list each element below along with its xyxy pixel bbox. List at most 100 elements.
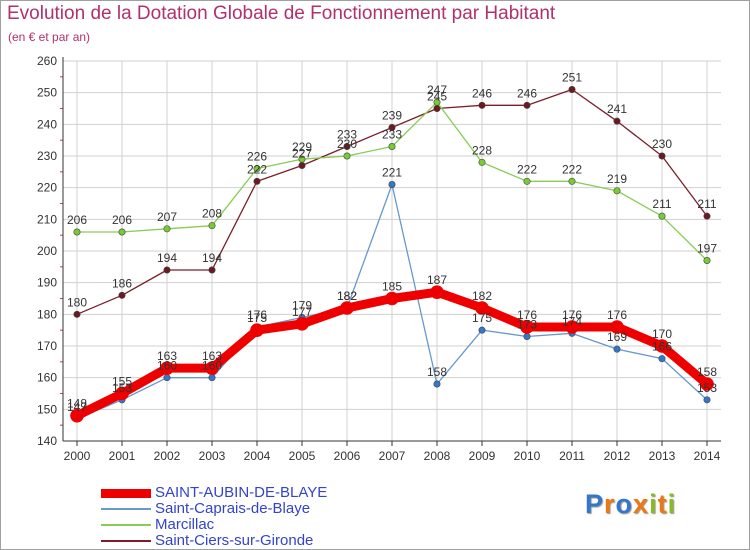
data-label-saint-caprais-de-blaye: 158 bbox=[427, 365, 447, 379]
data-label-marcillac: 208 bbox=[202, 207, 222, 221]
data-point-saint-ciers-sur-gironde bbox=[613, 117, 621, 125]
data-label-saint-aubin-de-blaye: 182 bbox=[472, 289, 492, 303]
data-point-saint-caprais-de-blaye bbox=[163, 374, 171, 382]
data-point-saint-aubin-de-blaye bbox=[520, 320, 534, 334]
data-point-saint-ciers-sur-gironde bbox=[163, 266, 171, 274]
legend-label: Saint-Ciers-sur-Gironde bbox=[155, 532, 314, 549]
data-point-marcillac bbox=[253, 165, 261, 173]
x-tick-label: 2003 bbox=[199, 449, 226, 463]
data-label-saint-ciers-sur-gironde: 246 bbox=[472, 86, 492, 100]
data-point-saint-ciers-sur-gironde bbox=[523, 101, 531, 109]
data-point-saint-aubin-de-blaye bbox=[115, 386, 129, 401]
y-tick-label: 170 bbox=[37, 339, 57, 353]
data-label-saint-ciers-sur-gironde: 227 bbox=[292, 147, 312, 161]
y-tick-label: 240 bbox=[37, 117, 57, 131]
x-tick-label: 2012 bbox=[604, 449, 631, 463]
data-label-marcillac: 219 bbox=[607, 172, 627, 186]
data-label-saint-ciers-sur-gironde: 211 bbox=[697, 197, 716, 211]
grid-layer bbox=[63, 60, 721, 442]
data-label-saint-ciers-sur-gironde: 180 bbox=[67, 295, 87, 309]
data-point-marcillac bbox=[208, 222, 216, 230]
data-label-saint-ciers-sur-gironde: 194 bbox=[157, 251, 177, 265]
data-point-saint-aubin-de-blaye bbox=[475, 301, 489, 315]
x-tick-label: 2009 bbox=[469, 449, 496, 463]
y-tick-label: 220 bbox=[37, 181, 57, 195]
data-point-saint-caprais-de-blaye bbox=[523, 332, 531, 340]
data-point-saint-ciers-sur-gironde bbox=[388, 124, 396, 132]
x-tick-label: 2007 bbox=[379, 449, 406, 463]
data-label-saint-aubin-de-blaye: 175 bbox=[247, 311, 267, 325]
data-point-saint-caprais-de-blaye bbox=[613, 345, 621, 353]
data-point-marcillac bbox=[388, 143, 396, 151]
legend-swatch bbox=[101, 524, 151, 526]
data-label-saint-ciers-sur-gironde: 230 bbox=[652, 137, 672, 151]
data-point-marcillac bbox=[343, 152, 351, 160]
data-point-marcillac bbox=[523, 177, 531, 185]
data-point-saint-caprais-de-blaye bbox=[658, 355, 666, 363]
x-tick-label: 2011 bbox=[559, 449, 585, 463]
y-tick-label: 160 bbox=[37, 371, 57, 385]
data-label-saint-caprais-de-blaye: 169 bbox=[607, 330, 627, 344]
data-point-saint-ciers-sur-gironde bbox=[118, 291, 126, 299]
x-tick-label: 2000 bbox=[64, 449, 91, 463]
series-layer bbox=[70, 86, 714, 423]
data-point-marcillac bbox=[568, 177, 576, 185]
y-tick-label: 150 bbox=[37, 402, 57, 416]
data-label-saint-caprais-de-blaye: 179 bbox=[292, 299, 312, 313]
data-point-saint-ciers-sur-gironde bbox=[208, 266, 216, 274]
data-label-saint-caprais-de-blaye: 160 bbox=[202, 359, 222, 373]
data-label-saint-aubin-de-blaye: 163 bbox=[157, 349, 177, 363]
data-label-saint-ciers-sur-gironde: 239 bbox=[382, 109, 402, 123]
data-point-saint-caprais-de-blaye bbox=[208, 374, 216, 382]
data-point-saint-aubin-de-blaye bbox=[250, 323, 264, 337]
data-label-saint-aubin-de-blaye: 155 bbox=[112, 375, 132, 389]
x-tick-label: 2004 bbox=[244, 449, 271, 463]
y-tick-label: 250 bbox=[37, 86, 57, 100]
chart-subtitle: (en € et par an) bbox=[8, 30, 91, 44]
data-label-saint-ciers-sur-gironde: 246 bbox=[517, 86, 537, 100]
legend-swatch bbox=[101, 488, 151, 498]
data-label-saint-caprais-de-blaye: 175 bbox=[472, 311, 492, 325]
data-point-saint-aubin-de-blaye bbox=[205, 361, 219, 375]
data-point-saint-aubin-de-blaye bbox=[700, 377, 714, 391]
x-tick-label: 2010 bbox=[514, 449, 541, 463]
data-point-saint-aubin-de-blaye bbox=[295, 317, 309, 331]
data-label-saint-aubin-de-blaye: 187 bbox=[427, 273, 447, 287]
data-point-saint-ciers-sur-gironde bbox=[433, 105, 441, 113]
y-tick-label: 190 bbox=[37, 276, 57, 290]
data-label-saint-ciers-sur-gironde: 222 bbox=[247, 162, 267, 176]
data-label-saint-caprais-de-blaye: 221 bbox=[382, 166, 402, 180]
data-label-saint-ciers-sur-gironde: 245 bbox=[427, 90, 447, 104]
data-label-saint-aubin-de-blaye: 176 bbox=[517, 308, 537, 322]
chart-title: Evolution de la Dotation Globale de Fonc… bbox=[7, 3, 556, 24]
data-label-saint-caprais-de-blaye: 174 bbox=[562, 314, 582, 328]
x-tick-label: 2002 bbox=[154, 449, 181, 463]
data-point-saint-ciers-sur-gironde bbox=[343, 143, 351, 151]
data-point-marcillac bbox=[118, 228, 126, 236]
legend-label: Saint-Caprais-de-Blaye bbox=[155, 500, 311, 517]
data-point-marcillac bbox=[433, 98, 441, 106]
y-tick-label: 200 bbox=[37, 244, 57, 258]
data-label-saint-caprais-de-blaye: 153 bbox=[697, 381, 717, 395]
data-point-marcillac bbox=[163, 225, 171, 233]
data-label-marcillac: 211 bbox=[652, 197, 671, 211]
axis-layer: 140 150 160 170 180 190 200 210 220 230 240 250 260 2… bbox=[37, 54, 721, 463]
legend-label: SAINT-AUBIN-DE-BLAYE bbox=[155, 484, 328, 501]
data-point-saint-caprais-de-blaye bbox=[433, 380, 441, 388]
legend-swatch bbox=[101, 508, 151, 510]
y-tick-label: 210 bbox=[37, 212, 57, 226]
x-tick-label: 2014 bbox=[694, 449, 721, 463]
data-label-saint-ciers-sur-gironde: 251 bbox=[562, 71, 582, 85]
data-label-saint-caprais-de-blaye: 173 bbox=[517, 318, 537, 332]
data-label-marcillac: 229 bbox=[292, 140, 312, 154]
data-label-saint-aubin-de-blaye: 176 bbox=[607, 308, 627, 322]
data-label-saint-caprais-de-blaye: 166 bbox=[652, 340, 672, 354]
data-label-saint-aubin-de-blaye: 176 bbox=[562, 308, 582, 322]
data-point-saint-ciers-sur-gironde bbox=[478, 101, 486, 109]
data-label-marcillac: 206 bbox=[67, 213, 87, 227]
data-point-saint-ciers-sur-gironde bbox=[298, 162, 306, 170]
data-label-marcillac: 226 bbox=[247, 150, 267, 164]
data-label-saint-caprais-de-blaye: 153 bbox=[112, 381, 132, 395]
data-point-saint-aubin-de-blaye bbox=[160, 361, 174, 375]
